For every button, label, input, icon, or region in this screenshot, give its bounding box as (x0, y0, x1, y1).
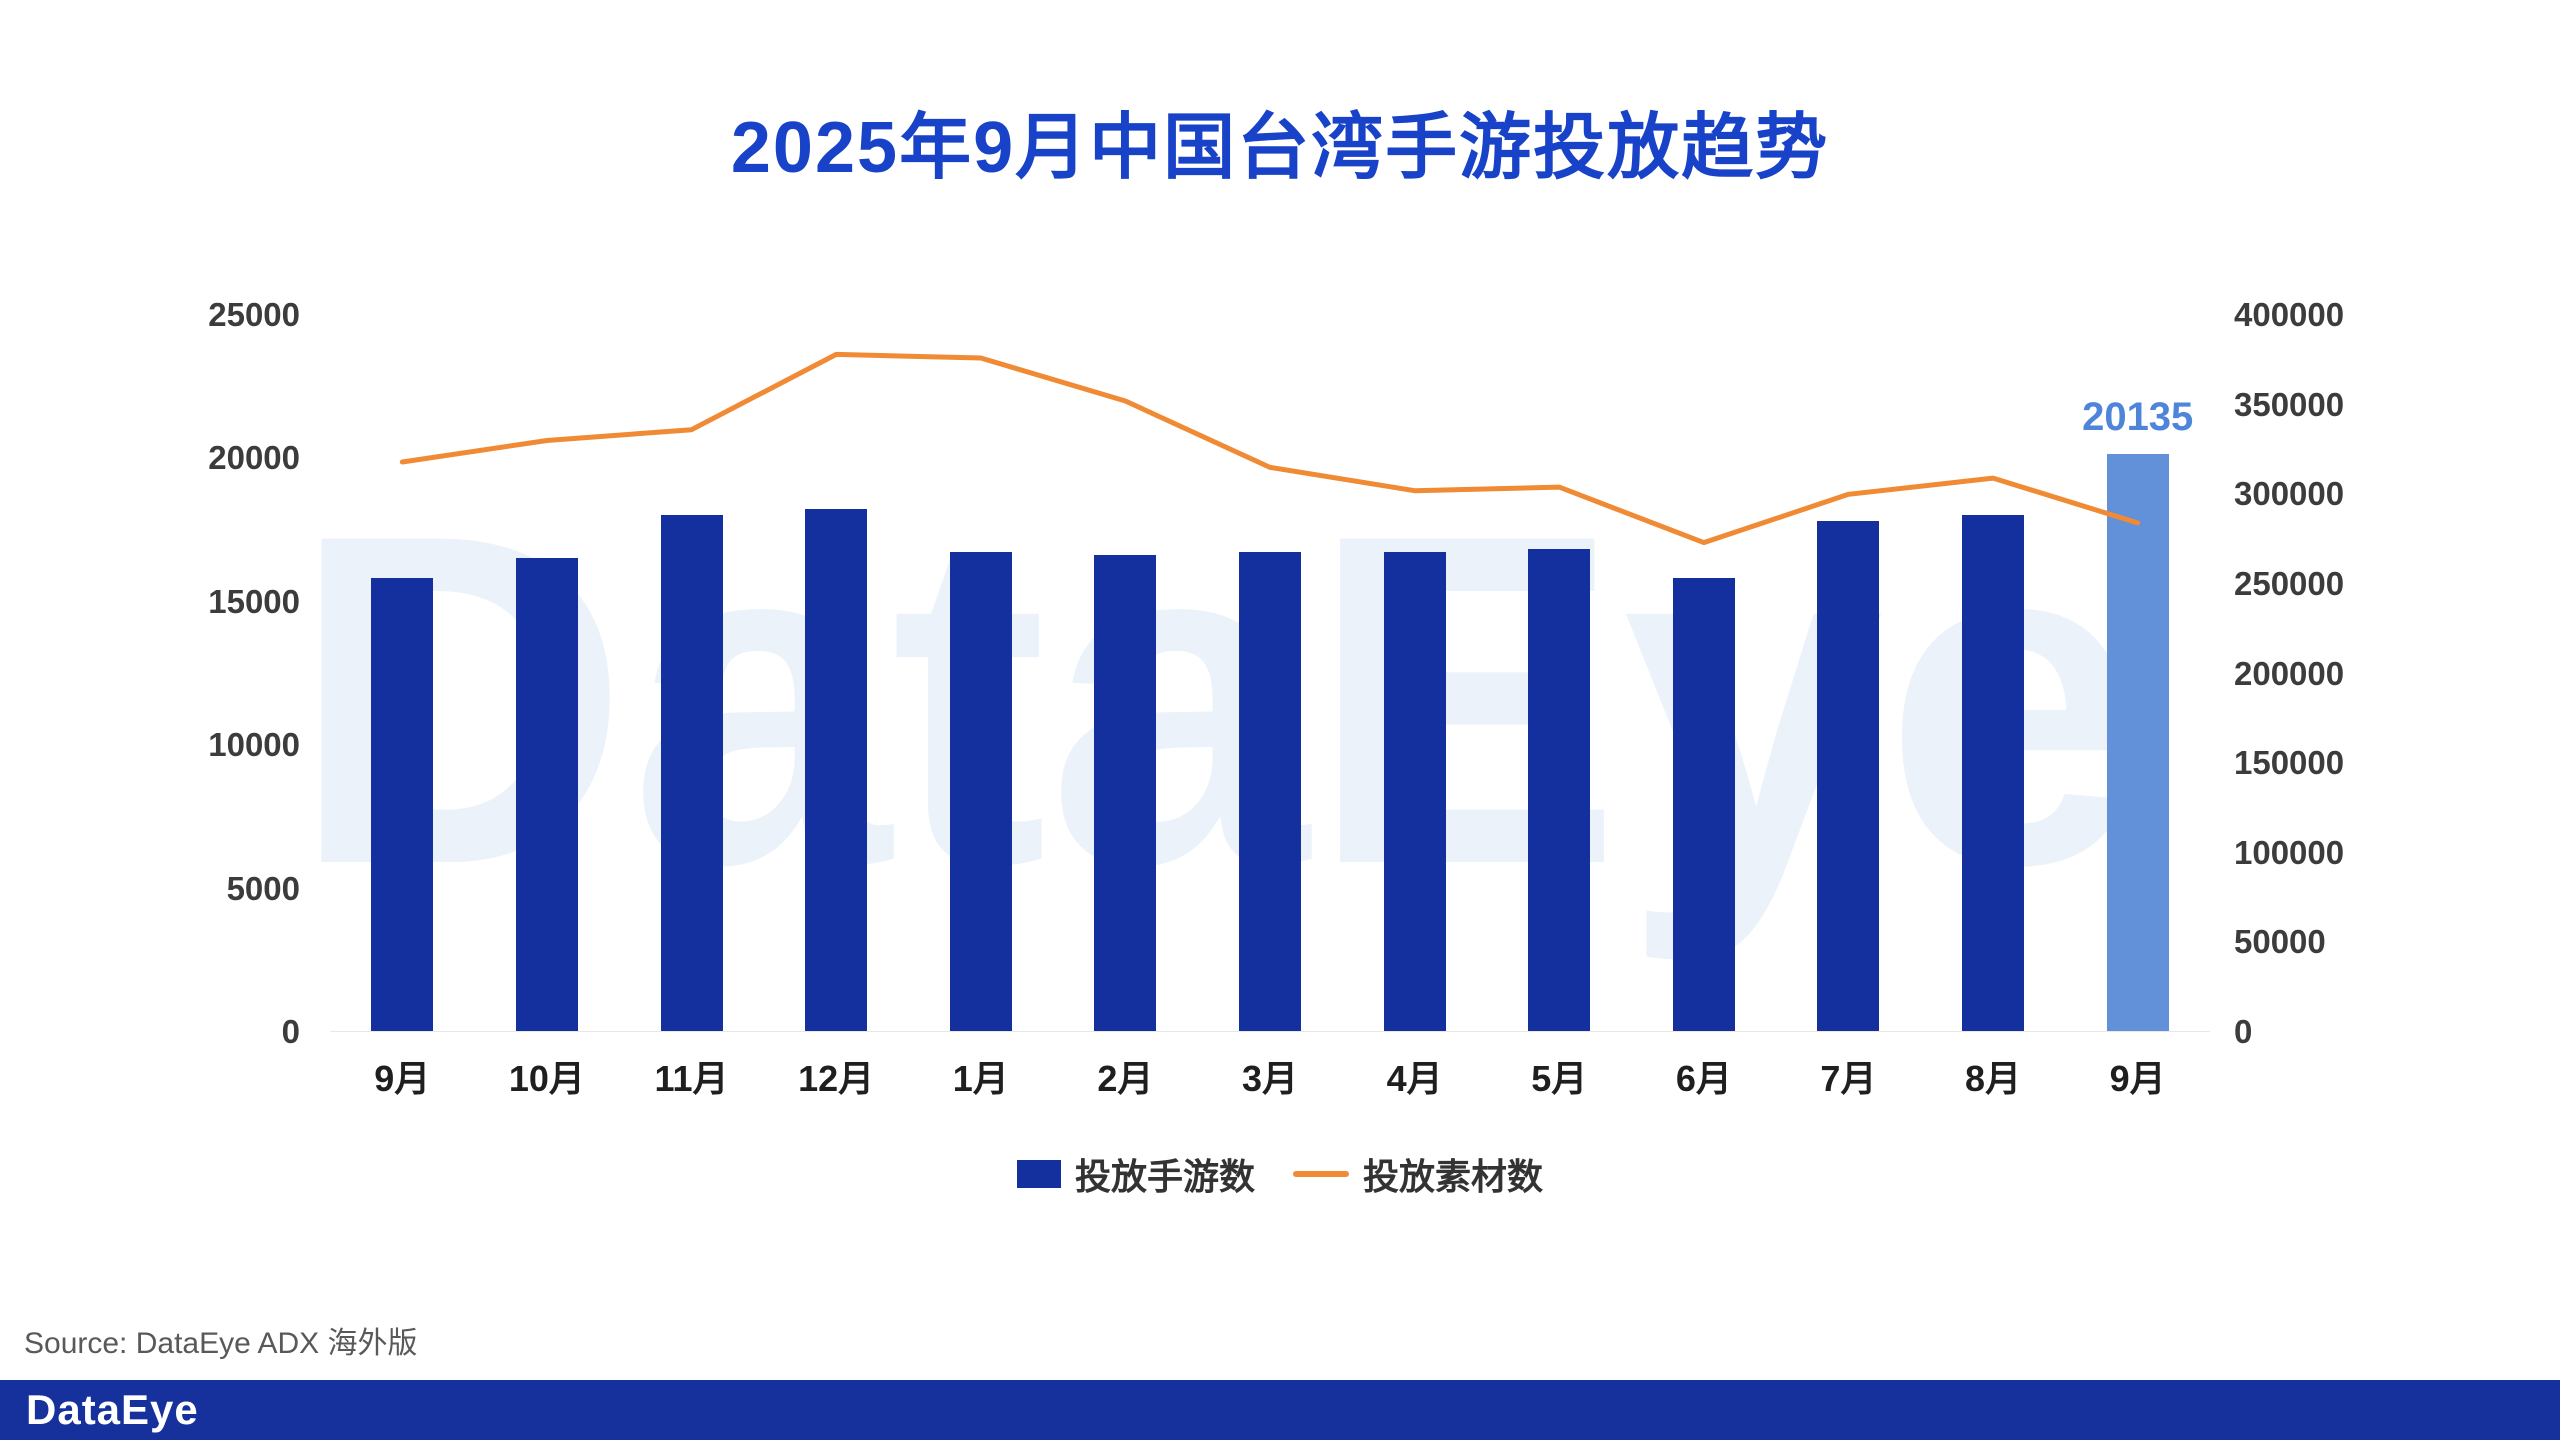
right-axis-tick: 0 (2234, 1013, 2253, 1050)
left-axis-tick: 20000 (208, 439, 300, 477)
left-axis-tick: 0 (281, 1013, 300, 1050)
bar (1817, 520, 1880, 1031)
right-axis-tick: 250000 (2234, 564, 2345, 602)
bar-legend-swatch (1016, 1160, 1061, 1188)
line-legend-swatch (1293, 1171, 1349, 1177)
x-axis-label: 5月 (1531, 1058, 1588, 1099)
bar (1962, 514, 2025, 1031)
source-note: Source: DataEye ADX 海外版 (24, 1327, 418, 1360)
legend-label-bars: 投放手游数 (1074, 1156, 1255, 1197)
x-axis-label: 7月 (1820, 1058, 1877, 1099)
x-axis-label: 6月 (1675, 1058, 1732, 1099)
footer-bar: DataEye (0, 1380, 2560, 1440)
right-axis-tick: 50000 (2234, 923, 2326, 961)
right-axis-tick: 300000 (2234, 475, 2345, 513)
bar (515, 557, 578, 1031)
left-axis-tick: 25000 (208, 296, 300, 333)
legend-item-bars: 投放手游数 (1016, 1148, 1255, 1200)
bar (805, 509, 868, 1031)
dataeye-logo: DataEye (26, 1386, 199, 1433)
left-axis-tick: 5000 (226, 869, 300, 907)
line-series (399, 351, 2141, 546)
bar (1094, 554, 1157, 1031)
right-axis-tick: 150000 (2234, 744, 2345, 782)
right-axis: 0 50000 100000 150000 200000 250000 300000 3500… (2234, 296, 2534, 1050)
x-axis-label: 12月 (798, 1058, 875, 1099)
right-axis-tick: 350000 (2234, 385, 2345, 423)
x-axis-label: 3月 (1241, 1058, 1298, 1099)
bar (371, 577, 434, 1031)
bar (1239, 552, 1301, 1031)
right-axis-tick: 400000 (2234, 296, 2345, 333)
bar (2106, 453, 2169, 1031)
bar (1528, 549, 1591, 1031)
left-axis-tick: 10000 (208, 726, 300, 764)
x-axis: 9月 10月 11月 12月 1月 2月 3月 4月 5月 6月 7月 8月 9月 (330, 1050, 2210, 1100)
last-bar-value-label: 20135 (2082, 394, 2194, 439)
x-axis-label: 11月 (654, 1058, 729, 1099)
x-axis-label: 10月 (508, 1058, 585, 1099)
x-axis-label: 1月 (952, 1058, 1009, 1099)
x-axis-label: 9月 (374, 1058, 431, 1099)
left-axis-tick: 15000 (208, 582, 300, 620)
bar (949, 552, 1012, 1031)
bar (1383, 552, 1446, 1031)
bar (660, 514, 723, 1031)
x-axis-label: 2月 (1097, 1058, 1154, 1099)
x-axis-label: 8月 (1965, 1058, 2022, 1099)
legend-item-line: 投放素材数 (1293, 1148, 1543, 1200)
bar (1672, 577, 1735, 1031)
left-axis: 0 5000 10000 15000 20000 25000 (90, 296, 300, 1050)
right-axis-tick: 200000 (2234, 654, 2345, 692)
legend-label-line: 投放素材数 (1363, 1156, 1544, 1197)
plot-area: 20135 (330, 315, 2210, 1032)
combo-chart: 0 5000 10000 15000 20000 25000 0 50000 100000 15… (208, 296, 2344, 1099)
x-axis-label: 9月 (2109, 1058, 2166, 1099)
right-axis-tick: 100000 (2234, 833, 2345, 871)
chart-title: 2025年9月中国台湾手游投放趋势 (730, 108, 1830, 188)
x-axis-label: 4月 (1386, 1058, 1443, 1099)
legend: 投放手游数 投放素材数 (0, 1148, 2560, 1200)
